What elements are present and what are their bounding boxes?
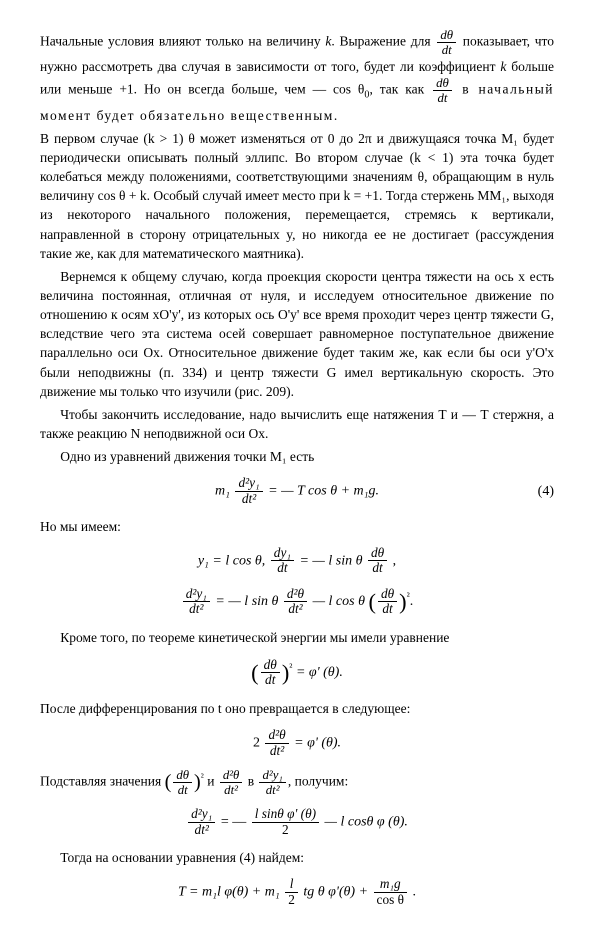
frac: l2 <box>285 877 298 907</box>
text: tg θ φ'(θ) + <box>300 884 372 899</box>
rparen: ) <box>194 771 201 793</box>
text: = — l sin θ <box>212 594 282 609</box>
paragraph-3: Вернемся к общему случаю, когда проекция… <box>40 267 554 401</box>
text: Начальные условия влияют только на велич… <box>40 34 325 49</box>
paragraph-1: Начальные условия влияют только на велич… <box>40 28 554 125</box>
frac-dtheta-dt: dθdt <box>433 76 452 105</box>
paragraph-2: В первом случае (k > 1) θ может изменять… <box>40 129 554 263</box>
text: , получим: <box>288 774 348 789</box>
text: , <box>389 553 396 568</box>
paragraph-9: Тогда на основании уравнения (4) найдем: <box>40 848 554 867</box>
equation-4: m₁ d²y₁ dt² = — T cos θ + m₁g. (4) <box>40 476 554 506</box>
equation-sub: d²y₁dt² = — l sinθ φ' (θ)2 — l cosθ φ (θ… <box>40 807 554 837</box>
text: и <box>204 774 218 789</box>
coef: m₁ <box>215 484 230 499</box>
equation-y1: y₁ = l cos θ, dy₁dt = — l sin θ dθdt , <box>40 546 554 576</box>
text: = — <box>217 815 249 830</box>
text: Подставляя значения <box>40 774 165 789</box>
text: 2 <box>253 735 264 750</box>
rhs: = — T cos θ + m₁g. <box>265 484 379 499</box>
frac: dθdt <box>378 587 397 617</box>
frac: dθdt <box>261 658 280 688</box>
rhs: = φ' (θ). <box>292 665 342 680</box>
text: T = m₁l φ(θ) + m₁ <box>178 884 283 899</box>
frac: d²y₁ dt² <box>235 476 262 506</box>
text: = φ' (θ). <box>291 735 341 750</box>
lparen: ( <box>368 589 375 614</box>
frac: dy₁dt <box>271 546 294 576</box>
rparen: ) <box>399 589 406 614</box>
frac: d²y₁dt² <box>188 807 215 837</box>
frac: d²y₁dt² <box>259 768 285 797</box>
paragraph-7: После дифференцирования по t оно превращ… <box>40 699 554 718</box>
lparen: ( <box>251 660 258 685</box>
text: . Выражение для <box>331 34 435 49</box>
frac: d²y₁dt² <box>183 587 210 617</box>
equation-number: (4) <box>538 482 554 502</box>
text: — l cosθ φ (θ). <box>321 815 408 830</box>
frac: dθdt <box>173 768 192 797</box>
dot: . <box>410 594 414 609</box>
paragraph-5: Одно из уравнений движения точки M₁ есть <box>40 447 554 466</box>
text: y₁ = l cos θ, <box>198 553 269 568</box>
frac: dθdt <box>368 546 387 576</box>
text: . <box>409 884 416 899</box>
frac: l sinθ φ' (θ)2 <box>252 807 319 837</box>
equation-phi: (dθdt)² = φ' (θ). <box>40 657 554 689</box>
lparen: ( <box>165 771 172 793</box>
equation-d2y1: d²y₁dt² = — l sin θ d²θdt² — l cos θ (dθ… <box>40 586 554 618</box>
frac: m₁gcos θ <box>374 877 407 907</box>
line-no-imeem: Но мы имеем: <box>40 517 554 536</box>
text: — l cos θ <box>309 594 368 609</box>
text: в <box>244 774 257 789</box>
frac: d²θdt² <box>220 768 243 797</box>
paragraph-6: Кроме того, по теореме кинетической энер… <box>40 628 554 647</box>
frac: d²θdt² <box>265 728 288 758</box>
paragraph-8: Подставляя значения (dθdt)² и d²θdt² в d… <box>40 768 554 797</box>
text: = — l sin θ <box>296 553 366 568</box>
frac: d²θdt² <box>284 587 307 617</box>
paragraph-4: Чтобы закончить исследование, надо вычис… <box>40 405 554 443</box>
equation-2d2: 2 d²θdt² = φ' (θ). <box>40 728 554 758</box>
equation-T: T = m₁l φ(θ) + m₁ l2 tg θ φ'(θ) + m₁gcos… <box>40 877 554 907</box>
frac-dtheta-dt: dθdt <box>437 28 456 57</box>
text: , так как <box>369 82 431 97</box>
